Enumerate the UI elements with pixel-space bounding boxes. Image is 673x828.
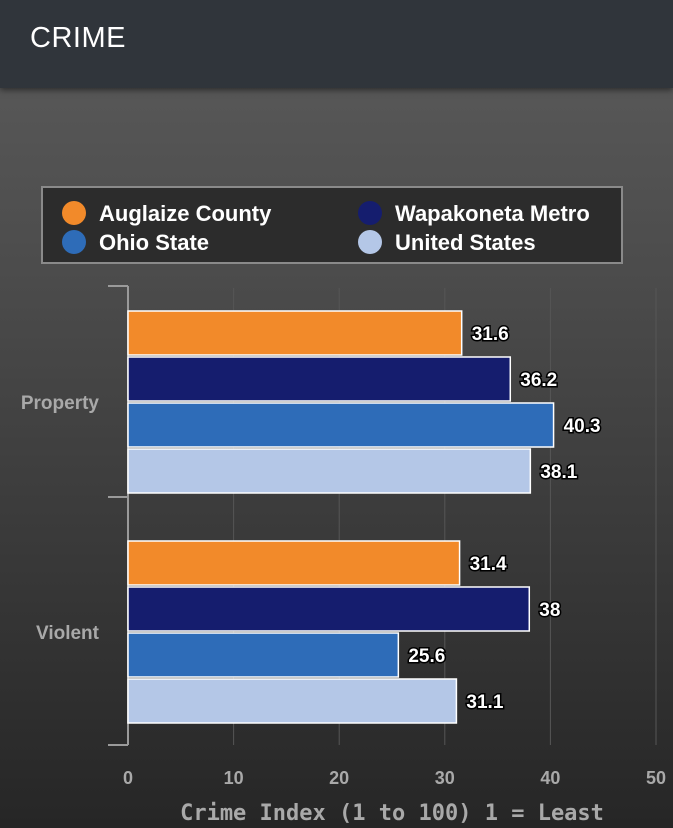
bars: 31.6 36.2 40.3 38.1 31.4 38 25.6 31.1 [127,310,602,724]
bar-property-4 [127,448,532,494]
x-tick-label-0: 0 [123,768,133,788]
value-label-property-2: 36.2 [520,370,557,391]
legend-label-4: United States [395,230,536,255]
x-tick-label-40: 40 [540,768,560,788]
page-title: CRIME [30,22,126,54]
legend-label-2: Wapakoneta Metro [395,201,590,226]
bar-violent-2 [127,586,531,632]
legend-swatch-4 [358,230,382,254]
y-axis [108,285,129,746]
value-label-property-4: 38.1 [540,462,577,483]
category-label-violent: Violent [36,623,100,644]
legend-label-1: Auglaize County [99,201,272,226]
legend: Auglaize County Wapakoneta Metro Ohio Stat… [41,186,623,264]
header-bar: CRIME [0,0,673,88]
value-label-violent-4: 31.1 [466,692,503,713]
bar-property-2 [127,356,512,402]
value-label-property-3: 40.3 [564,416,601,437]
category-labels: Property Violent [21,393,100,644]
bar-property-1 [127,310,463,356]
bar-property-3 [127,402,555,448]
bar-violent-1 [127,540,461,586]
x-tick-label-30: 30 [435,768,455,788]
value-label-violent-2: 38 [539,600,560,621]
category-label-property: Property [21,393,100,414]
value-label-violent-3: 25.6 [408,646,445,667]
bar-violent-3 [127,632,400,678]
x-ticks: 0 10 20 30 40 50 [123,768,666,788]
x-tick-label-10: 10 [224,768,244,788]
legend-label-3: Ohio State [99,230,209,255]
bar-violent-4 [127,678,458,724]
legend-swatch-1 [62,201,86,225]
x-tick-label-50: 50 [646,768,666,788]
x-tick-label-20: 20 [329,768,349,788]
legend-swatch-3 [62,230,86,254]
x-axis-title: Crime Index (1 to 100) 1 = Least [180,801,604,826]
legend-swatch-2 [358,201,382,225]
value-label-violent-1: 31.4 [470,554,507,575]
value-label-property-1: 31.6 [472,324,509,345]
legend-box [41,186,623,264]
